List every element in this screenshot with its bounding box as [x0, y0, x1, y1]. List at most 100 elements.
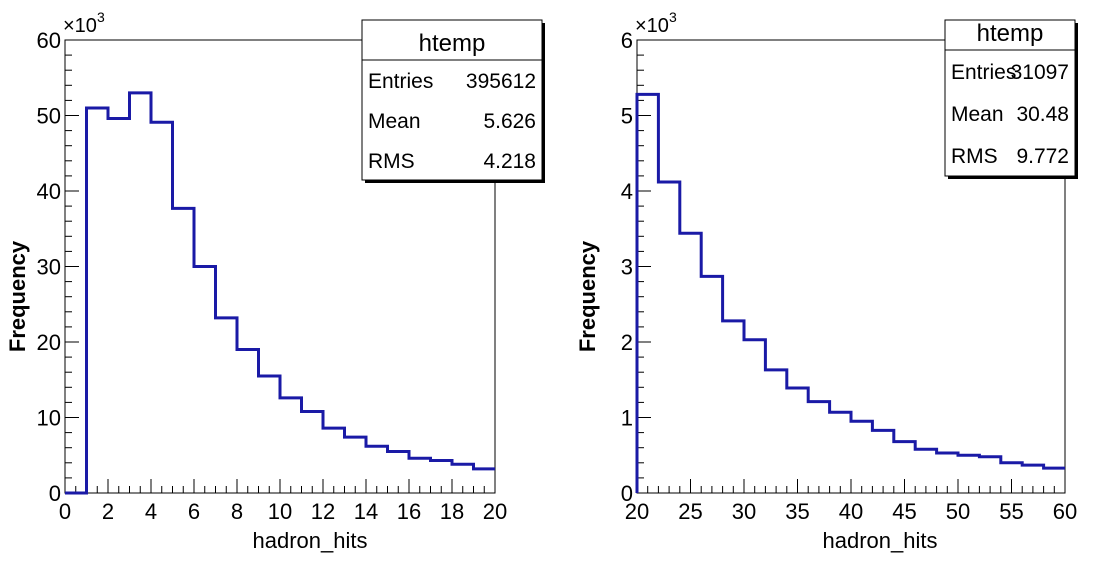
histogram-bin — [1044, 468, 1065, 493]
x-tick-label: 50 — [946, 499, 970, 524]
y-multiplier-label: ×103 — [63, 9, 105, 37]
x-tick-label: 16 — [397, 499, 421, 524]
chart-panel-1: 0 10 20 30 40 50 60 0 2 4 6 8 10 12 14 16 18 20 ×103 hadron… — [5, 9, 545, 553]
y-tick-label: 20 — [37, 330, 61, 355]
histogram-bin — [302, 411, 324, 493]
stats-label: Entries — [951, 61, 1016, 84]
y-tick-label: 0 — [621, 481, 633, 506]
y-tick-label: 1 — [621, 406, 633, 431]
x-tick-label: 0 — [59, 499, 71, 524]
histogram-bin — [474, 469, 496, 493]
stats-value: 395612 — [466, 70, 536, 93]
histogram-bin — [1022, 465, 1043, 493]
histogram-bin — [280, 398, 302, 493]
stats-value: 4.218 — [483, 150, 536, 173]
histogram-bin — [323, 428, 345, 493]
y-multiplier-base: ×10 — [635, 15, 669, 37]
histogram-bin — [680, 233, 701, 493]
stats-label: Mean — [951, 103, 1004, 126]
x-tick-label: 45 — [892, 499, 916, 524]
y-multiplier-base: ×10 — [63, 15, 97, 37]
stats-label: RMS — [951, 145, 998, 168]
x-tick-label: 20 — [625, 499, 649, 524]
x-tick-label: 8 — [231, 499, 243, 524]
histogram-bin — [388, 451, 410, 493]
stats-value: 31097 — [1011, 61, 1069, 84]
histogram-bin — [431, 461, 453, 493]
y-tick-label: 4 — [621, 179, 633, 204]
y-multiplier-exponent: 3 — [669, 9, 677, 25]
histogram-line — [635, 92, 1065, 493]
x-tick-label: 10 — [268, 499, 292, 524]
histogram-bin — [637, 94, 658, 493]
x-tick-label: 30 — [732, 499, 756, 524]
y-tick-label: 6 — [621, 28, 633, 53]
stats-title: htemp — [419, 30, 486, 57]
histogram-bin — [409, 458, 431, 493]
x-tick-label: 55 — [999, 499, 1023, 524]
histogram-bin — [1001, 463, 1022, 493]
x-tick-label: 25 — [678, 499, 702, 524]
x-tick-label: 40 — [839, 499, 863, 524]
histogram-bin — [808, 402, 829, 493]
histogram-bin — [237, 350, 259, 493]
histogram-bin — [452, 464, 474, 493]
stats-box — [944, 19, 1076, 177]
stats-label: RMS — [368, 150, 415, 173]
x-tick-label: 12 — [311, 499, 335, 524]
y-tick-label: 60 — [37, 28, 61, 53]
histogram-bin — [744, 340, 765, 493]
y-tick-label: 30 — [37, 255, 61, 280]
histogram-bin — [108, 119, 130, 493]
y-tick-label: 40 — [37, 179, 61, 204]
stats-value: 5.626 — [483, 110, 536, 133]
x-tick-label: 4 — [145, 499, 157, 524]
stats-label: Mean — [368, 110, 421, 133]
x-tick-label: 6 — [188, 499, 200, 524]
y-tick-label: 2 — [621, 330, 633, 355]
histogram-bin — [765, 370, 786, 493]
histogram-bin — [830, 412, 851, 493]
y-axis-title: Frequency — [575, 240, 600, 352]
histogram-line — [65, 91, 495, 495]
histogram-bin — [345, 437, 367, 493]
stats-label: Entries — [368, 70, 433, 93]
histogram-bin — [701, 276, 722, 493]
histogram-bin — [894, 442, 915, 493]
histogram-bin — [958, 455, 979, 493]
x-tick-label: 18 — [440, 499, 464, 524]
histogram-bin — [937, 453, 958, 493]
stats-title: htemp — [977, 20, 1044, 47]
histogram-bin — [915, 449, 936, 493]
stats-box — [361, 19, 543, 181]
x-tick-label: 20 — [483, 499, 507, 524]
histogram-bin — [216, 318, 238, 493]
histogram-bin — [259, 376, 281, 493]
histogram-bin — [851, 421, 872, 493]
y-axis-title: Frequency — [5, 240, 30, 352]
y-tick-label: 0 — [49, 481, 61, 506]
y-tick-label: 5 — [621, 104, 633, 129]
stats-value: 9.772 — [1016, 145, 1069, 168]
histogram-bin — [872, 430, 893, 493]
y-multiplier-exponent: 3 — [97, 9, 105, 25]
histogram-bin — [787, 388, 808, 493]
histogram-bin — [173, 208, 195, 493]
x-tick-label: 2 — [102, 499, 114, 524]
y-multiplier-label: ×103 — [635, 9, 677, 37]
histogram-bin — [723, 321, 744, 493]
stats-value: 30.48 — [1016, 103, 1069, 126]
x-axis-title: hadron_hits — [823, 528, 938, 553]
histogram-bin — [366, 446, 388, 493]
histogram-bin — [979, 457, 1000, 493]
y-tick-label: 10 — [37, 406, 61, 431]
x-tick-label: 60 — [1053, 499, 1077, 524]
y-tick-label: 50 — [37, 104, 61, 129]
histogram-bin — [87, 108, 109, 493]
y-tick-label: 3 — [621, 255, 633, 280]
histogram-bin — [194, 267, 216, 494]
x-tick-label: 35 — [785, 499, 809, 524]
